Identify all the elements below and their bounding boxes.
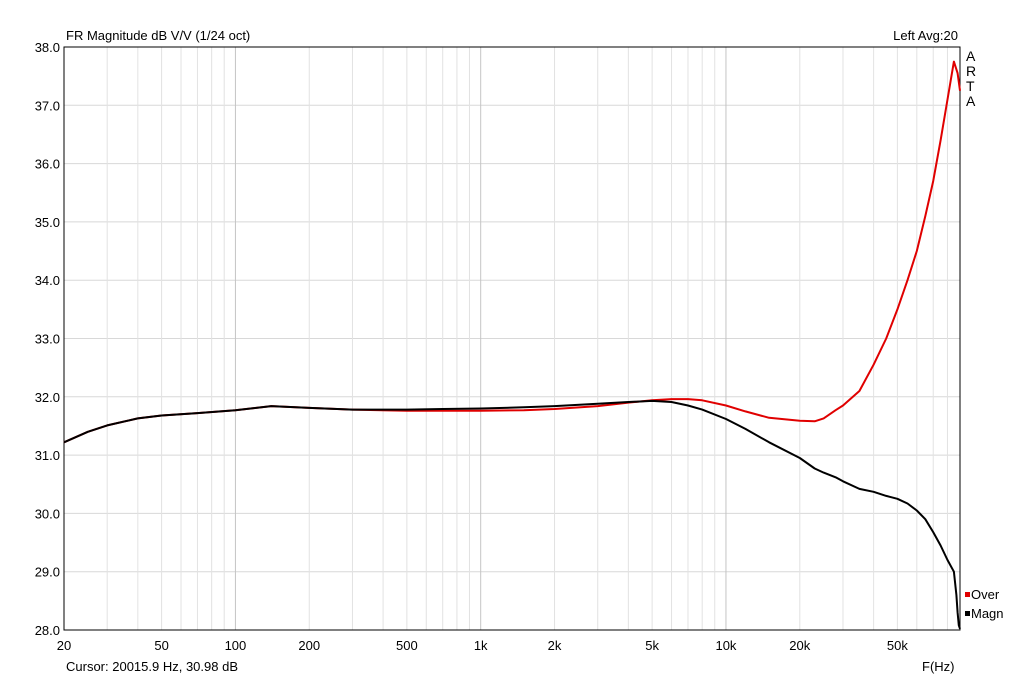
x-tick-label: 1k xyxy=(474,638,488,653)
x-tick-label: 20 xyxy=(57,638,71,653)
x-tick-label: 2k xyxy=(548,638,562,653)
x-tick-label: 10k xyxy=(715,638,736,653)
x-tick-label: 100 xyxy=(225,638,247,653)
brand-letter: A xyxy=(966,93,976,109)
y-tick-label: 29.0 xyxy=(35,565,60,580)
legend-swatch-over xyxy=(965,592,970,597)
y-tick-label: 36.0 xyxy=(35,157,60,172)
legend: Over Magn xyxy=(965,587,1004,621)
brand-letter: A xyxy=(966,48,976,64)
x-tick-label: 50k xyxy=(887,638,908,653)
series-line-magn xyxy=(63,399,961,630)
x-tick-label: 500 xyxy=(396,638,418,653)
y-tick-label: 32.0 xyxy=(35,390,60,405)
x-tick-label: 20k xyxy=(789,638,810,653)
x-axis-label: F(Hz) xyxy=(922,659,955,674)
x-tick-label: 200 xyxy=(298,638,320,653)
y-tick-label: 35.0 xyxy=(35,215,60,230)
y-tick-label: 38.0 xyxy=(35,40,60,55)
y-tick-labels: 28.0 29.0 30.0 31.0 32.0 33.0 34.0 35.0 36.0 37.0… xyxy=(35,40,60,638)
legend-label-magn: Magn xyxy=(971,606,1004,621)
brand-letter: R xyxy=(966,63,976,79)
x-tick-label: 5k xyxy=(645,638,659,653)
arta-brand: A R T A xyxy=(966,48,976,109)
plot-frame xyxy=(63,46,961,631)
y-tick-label: 37.0 xyxy=(35,98,60,113)
y-tick-label: 31.0 xyxy=(35,448,60,463)
x-tick-label: 50 xyxy=(154,638,168,653)
series-layer xyxy=(63,60,961,630)
chart-title: FR Magnitude dB V/V (1/24 oct) xyxy=(66,28,250,43)
y-tick-label: 30.0 xyxy=(35,506,60,521)
legend-swatch-magn xyxy=(965,611,970,616)
legend-label-over: Over xyxy=(971,587,1000,602)
cursor-readout: Cursor: 20015.9 Hz, 30.98 dB xyxy=(66,659,238,674)
y-tick-label: 28.0 xyxy=(35,623,60,638)
channel-average-label: Left Avg:20 xyxy=(893,28,958,43)
y-tick-label: 33.0 xyxy=(35,332,60,347)
x-tick-labels: 20 50 100 200 500 1k 2k 5k 10k 20k 50k xyxy=(57,638,909,653)
y-tick-label: 34.0 xyxy=(35,273,60,288)
brand-letter: T xyxy=(966,78,975,94)
